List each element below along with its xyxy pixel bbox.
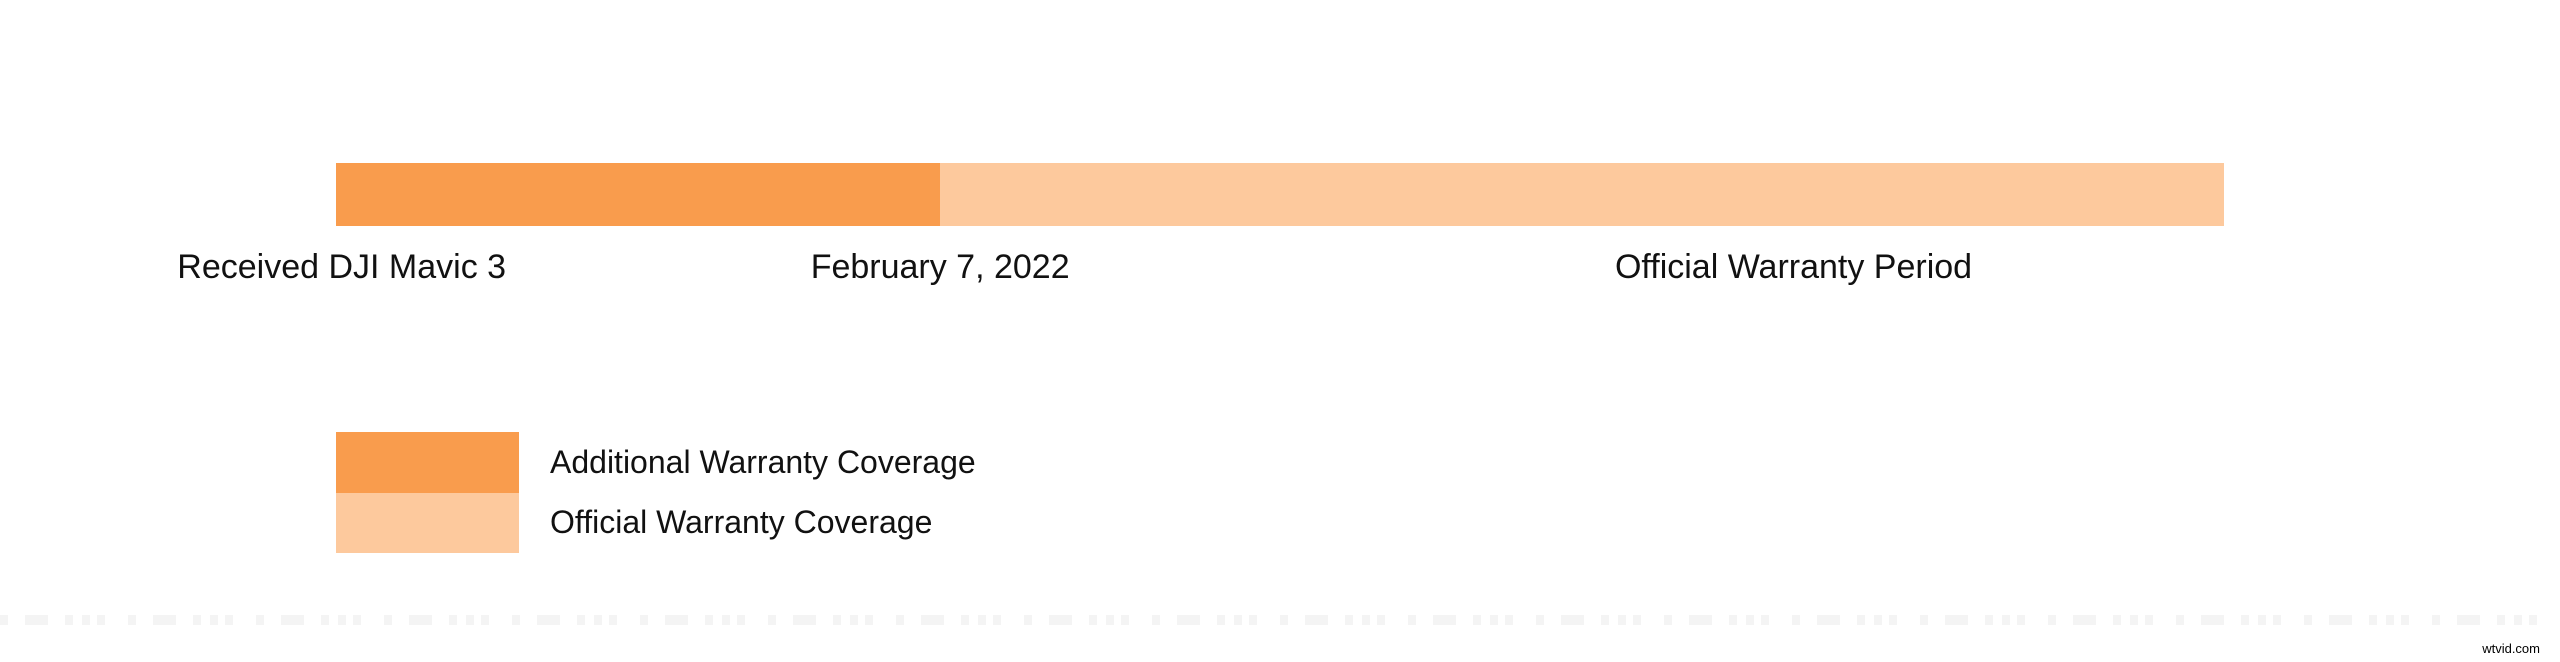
tick-label: February 7, 2022 [810, 248, 1070, 286]
bar-segment-additional-warranty [336, 163, 941, 226]
legend-label: Official Warranty Coverage [550, 504, 933, 541]
legend: Additional Warranty Coverage Official War… [336, 432, 976, 553]
tick-label: Received DJI Mavic 3 [177, 248, 507, 286]
legend-label: Additional Warranty Coverage [550, 443, 976, 480]
legend-row: Additional Warranty Coverage [336, 432, 976, 493]
timeline-bar [336, 163, 2224, 226]
watermark-pattern [0, 615, 2560, 625]
legend-row: Official Warranty Coverage [336, 492, 976, 553]
watermark-text: wtvid.com [2482, 641, 2540, 656]
tick-label: Official Warranty Period [1614, 248, 1973, 286]
legend-swatch-additional-warranty [336, 432, 519, 493]
bar-segment-official-warranty [940, 163, 2224, 226]
legend-swatch-official-warranty [336, 492, 519, 553]
